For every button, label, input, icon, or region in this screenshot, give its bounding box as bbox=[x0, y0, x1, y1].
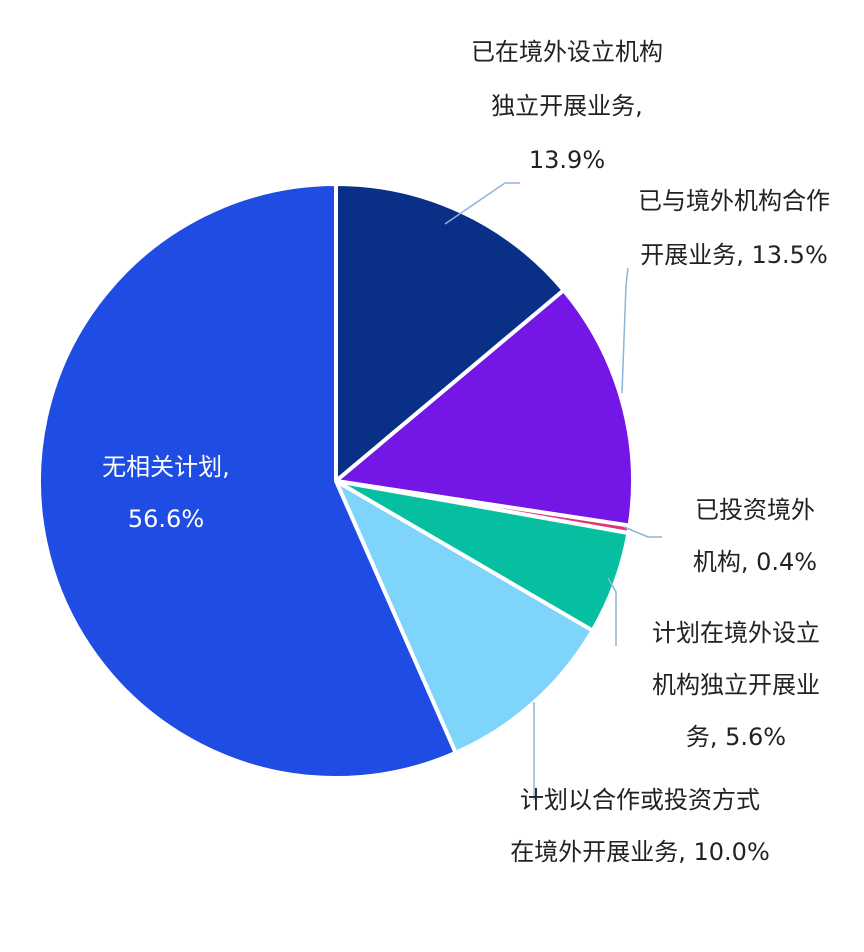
slice-label-line: 机构独立开展业 bbox=[652, 671, 820, 699]
slice-label-5: 计划以合作或投资方式在境外开展业务, 10.0% bbox=[510, 786, 770, 866]
slice-label-line: 已在境外设立机构 bbox=[471, 38, 663, 66]
slice-label-line: 已与境外机构合作 bbox=[638, 187, 830, 215]
slice-label-6: 无相关计划, 56.6% bbox=[102, 453, 230, 533]
pie-slices bbox=[37, 182, 635, 780]
slice-label-line: 务, 5.6% bbox=[686, 723, 786, 751]
slice-label-4: 计划在境外设立机构独立开展业务, 5.6% bbox=[652, 619, 820, 751]
leader-line-2 bbox=[621, 267, 629, 394]
leader-line-1 bbox=[444, 182, 520, 225]
slice-label-line: 13.9% bbox=[529, 146, 605, 174]
slice-label-line: 在境外开展业务, 10.0% bbox=[510, 838, 770, 866]
pie-slice-6 bbox=[37, 182, 458, 780]
slice-label-line: 已投资境外 bbox=[695, 496, 815, 524]
slice-label-line: 计划以合作或投资方式 bbox=[520, 786, 760, 814]
slice-label-3: 已投资境外机构, 0.4% bbox=[693, 496, 817, 576]
leader-lines bbox=[444, 182, 662, 800]
slice-label-1: 已在境外设立机构独立开展业务, 13.9% bbox=[471, 38, 663, 174]
slice-label-line: 56.6% bbox=[128, 505, 204, 533]
slice-label-2: 已与境外机构合作开展业务, 13.5% bbox=[638, 187, 830, 269]
slice-label-line: 开展业务, 13.5% bbox=[640, 241, 828, 269]
slice-labels: 已在境外设立机构独立开展业务, 13.9%已与境外机构合作开展业务, 13.5%已… bbox=[102, 38, 830, 866]
pie-slice-2 bbox=[334, 288, 635, 528]
slice-label-line: 机构, 0.4% bbox=[693, 548, 817, 576]
slice-label-line: 计划在境外设立 bbox=[652, 619, 820, 647]
leader-line-4 bbox=[607, 577, 617, 646]
slice-label-line: 无相关计划, bbox=[102, 453, 230, 481]
leader-line-3 bbox=[623, 526, 662, 538]
slice-label-line: 独立开展业务, bbox=[491, 92, 643, 120]
